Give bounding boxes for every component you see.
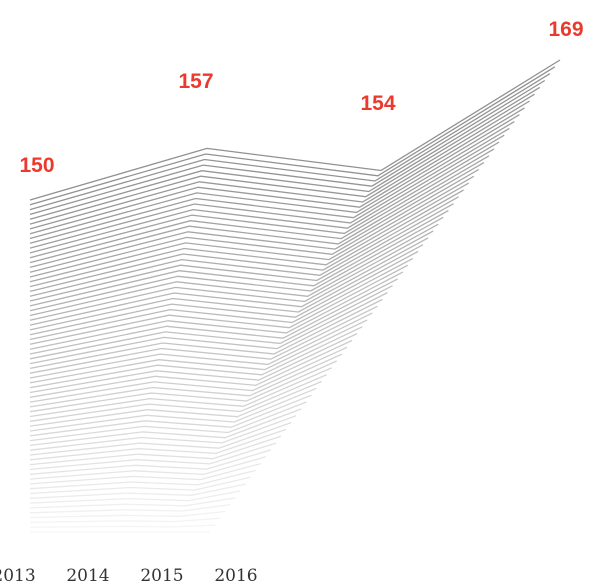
series-line xyxy=(29,237,429,326)
series-line xyxy=(29,476,251,495)
series-line xyxy=(29,93,535,225)
series-line xyxy=(29,257,414,341)
data-labels: 150 157 154 169 xyxy=(19,18,583,177)
series-line xyxy=(29,469,256,490)
series-line xyxy=(29,216,444,312)
series-line xyxy=(29,59,561,201)
series-line xyxy=(29,517,221,524)
series-line xyxy=(29,421,292,456)
series-line xyxy=(29,408,302,447)
series-line xyxy=(29,189,464,293)
data-label: 150 xyxy=(19,154,54,177)
series-line xyxy=(29,346,348,403)
series-line xyxy=(29,360,338,413)
x-tick-label: 2016 xyxy=(214,566,257,583)
series-line xyxy=(29,134,505,254)
series-line xyxy=(29,374,327,422)
series-line xyxy=(29,312,373,379)
series-line xyxy=(29,73,551,211)
series-line xyxy=(29,435,282,466)
series-line xyxy=(29,449,272,475)
series-line xyxy=(29,503,231,514)
series-line xyxy=(29,339,353,398)
series-line xyxy=(29,462,261,485)
series-line xyxy=(29,264,409,345)
series-line xyxy=(29,456,266,480)
series-line xyxy=(29,319,368,384)
series-line xyxy=(29,278,398,355)
series-line xyxy=(29,66,556,206)
series-line xyxy=(29,367,332,418)
series-line xyxy=(29,250,419,336)
series-line xyxy=(29,182,470,288)
series-line xyxy=(29,292,388,365)
series-line xyxy=(29,428,287,461)
series-line xyxy=(29,86,541,220)
x-tick-label: 2014 xyxy=(66,566,109,583)
series-line xyxy=(29,305,378,374)
series-line xyxy=(29,380,322,427)
x-tick-label: 2013 xyxy=(0,566,36,583)
series-line xyxy=(29,141,500,259)
x-tick-label: 2015 xyxy=(140,566,183,583)
series-line xyxy=(29,387,317,432)
data-label: 169 xyxy=(548,18,583,41)
series-line xyxy=(29,497,236,509)
series-line xyxy=(29,196,459,297)
series-line xyxy=(29,442,277,471)
series-line xyxy=(29,114,520,240)
series-line xyxy=(29,230,434,321)
series-line xyxy=(29,510,226,519)
series-line xyxy=(29,79,546,216)
series-line xyxy=(29,298,383,370)
series-line xyxy=(29,401,307,442)
series-line xyxy=(29,100,530,230)
series-line xyxy=(29,415,297,451)
series-line xyxy=(29,121,515,244)
ribbon-stripes xyxy=(29,59,561,533)
series-line xyxy=(29,223,439,317)
series-line xyxy=(29,524,216,528)
series-line xyxy=(29,490,241,504)
series-line xyxy=(29,203,454,302)
series-line xyxy=(29,148,495,264)
series-line xyxy=(29,107,525,235)
series-line xyxy=(29,326,363,389)
series-line xyxy=(29,394,312,437)
series-line xyxy=(29,168,480,278)
series-line xyxy=(29,271,404,350)
series-line xyxy=(29,175,475,283)
data-label: 157 xyxy=(178,70,213,93)
series-line xyxy=(29,162,485,273)
series-line xyxy=(29,244,424,331)
series-line xyxy=(29,285,393,360)
data-label: 154 xyxy=(360,92,395,115)
series-line xyxy=(29,209,449,307)
x-axis-ticks: 2013 2014 2015 2016 xyxy=(0,566,258,583)
series-line xyxy=(29,155,490,269)
series-line xyxy=(29,333,358,394)
series-line xyxy=(29,353,343,408)
series-line xyxy=(29,483,246,499)
series-line xyxy=(29,127,510,249)
